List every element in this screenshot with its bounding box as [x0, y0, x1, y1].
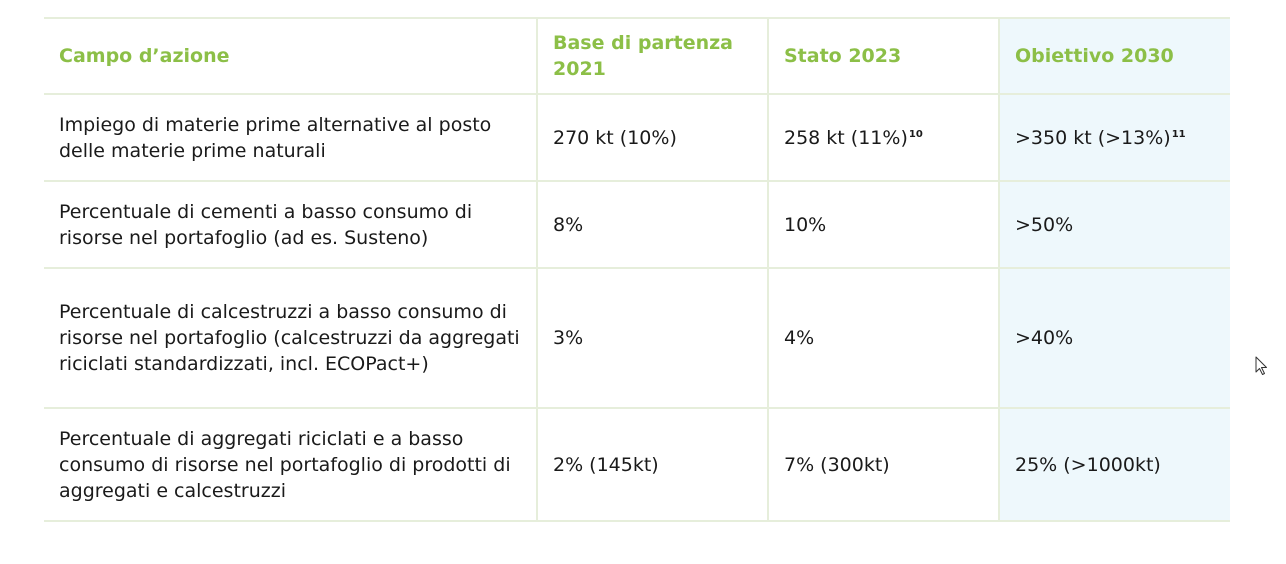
header-row: Campo d’azione Base di partenza 2021 Sta… [44, 17, 1230, 95]
cell-stato: 7% (300kt) [767, 407, 999, 522]
mouse-pointer-icon [1255, 356, 1267, 375]
cell-obiettivo: >50% [998, 180, 1230, 269]
header-obiettivo: Obiettivo 2030 [998, 17, 1230, 95]
cell-base: 2% (145kt) [536, 407, 768, 522]
table-row: Percentuale di calcestruzzi a basso cons… [44, 267, 1230, 409]
cell-campo: Percentuale di calcestruzzi a basso cons… [44, 267, 537, 409]
cell-base: 3% [536, 267, 768, 409]
cell-stato: 10% [767, 180, 999, 269]
table-row: Percentuale di cementi a basso consumo d… [44, 180, 1230, 269]
cell-campo: Percentuale di aggregati riciclati e a b… [44, 407, 537, 522]
footnote-marker: 11 [1171, 128, 1186, 140]
cell-stato: 258 kt (11%)10 [767, 93, 999, 182]
cell-stato-value: 258 kt (11%) [784, 126, 908, 149]
targets-table: Campo d’azione Base di partenza 2021 Sta… [44, 17, 1230, 522]
table-row: Percentuale di aggregati riciclati e a b… [44, 407, 1230, 522]
footnote-marker: 10 [908, 128, 923, 140]
header-campo: Campo d’azione [44, 17, 537, 95]
cell-base: 270 kt (10%) [536, 93, 768, 182]
cell-obiettivo: >40% [998, 267, 1230, 409]
cell-base: 8% [536, 180, 768, 269]
header-stato: Stato 2023 [767, 17, 999, 95]
cell-obiettivo-value: >350 kt (>13%) [1015, 126, 1171, 149]
cell-obiettivo: >350 kt (>13%)11 [998, 93, 1230, 182]
cell-obiettivo: 25% (>1000kt) [998, 407, 1230, 522]
header-base: Base di partenza 2021 [536, 17, 768, 95]
cell-campo: Impiego di materie prime alternative al … [44, 93, 537, 182]
cell-campo: Percentuale di cementi a basso consumo d… [44, 180, 537, 269]
table-row: Impiego di materie prime alternative al … [44, 93, 1230, 182]
cell-stato: 4% [767, 267, 999, 409]
